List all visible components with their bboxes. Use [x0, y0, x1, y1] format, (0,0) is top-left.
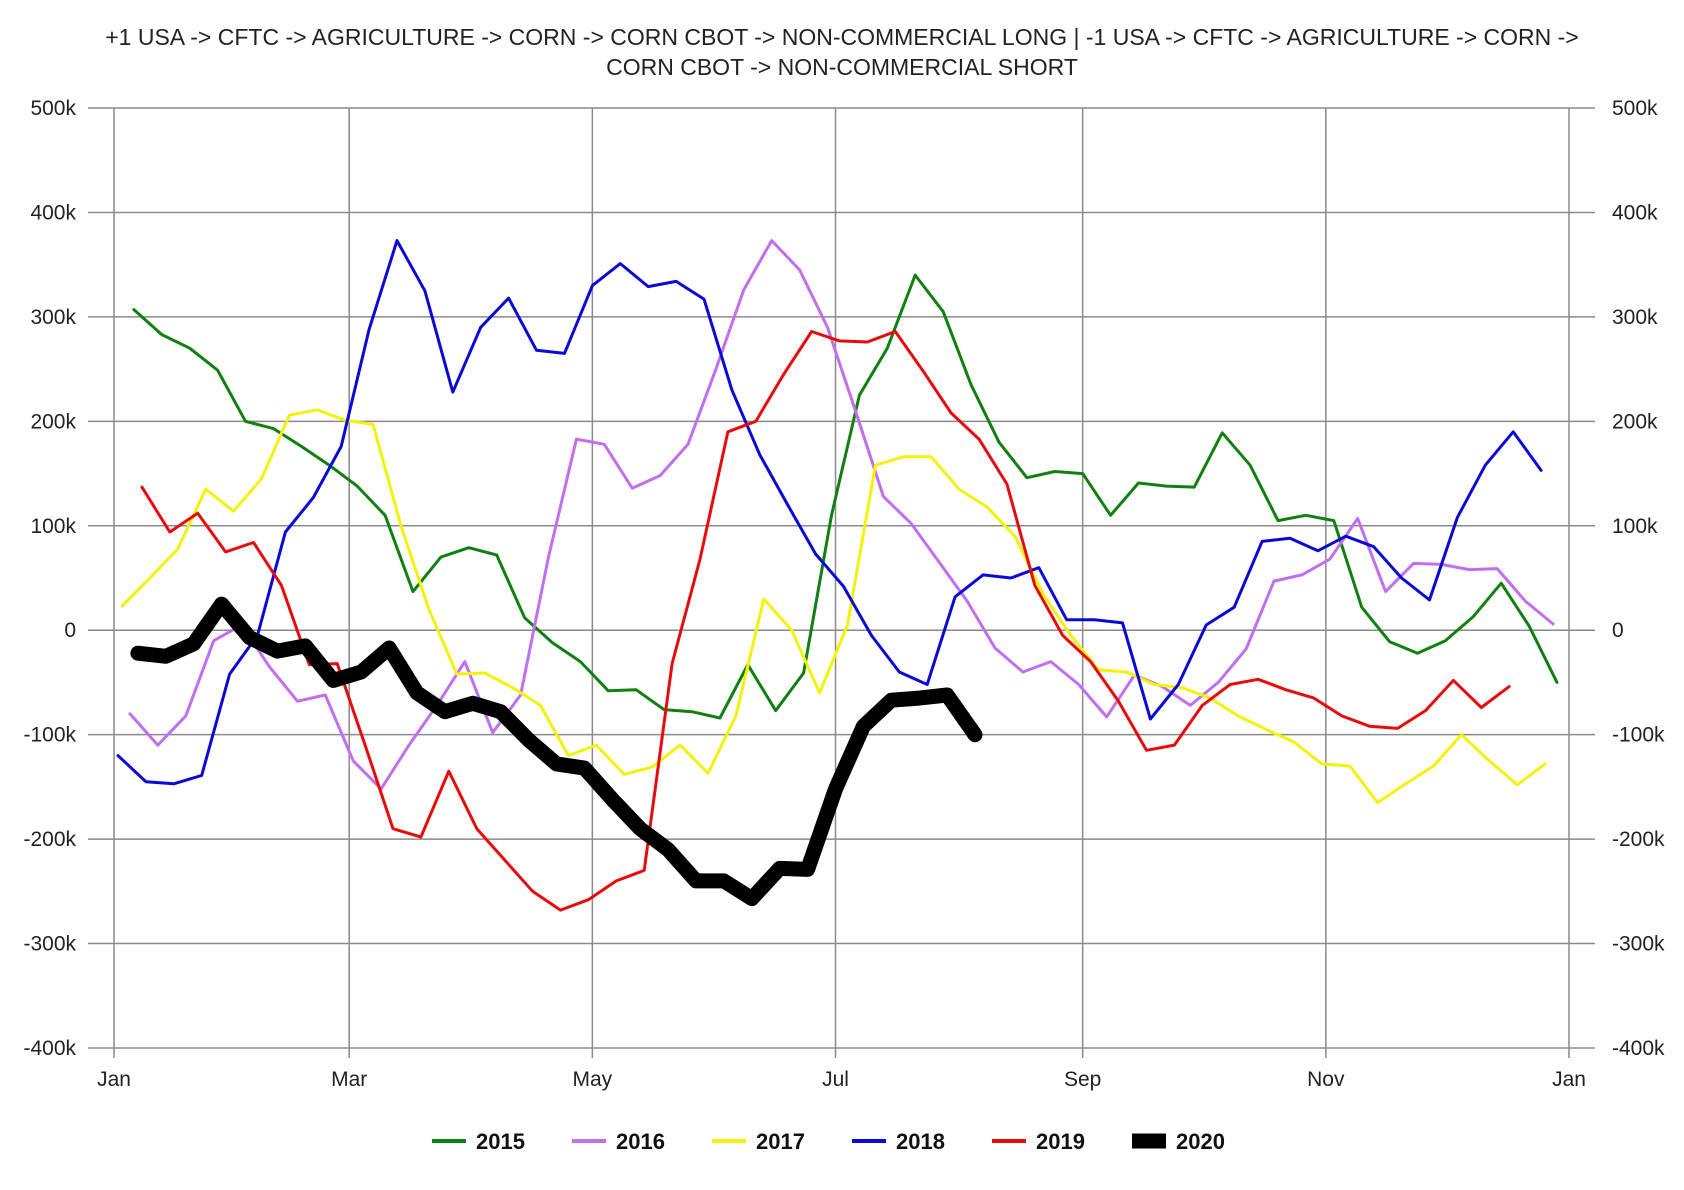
legend-label-2017: 2017	[756, 1129, 805, 1154]
x-tick-label: Jan	[1552, 1068, 1586, 1091]
legend-label-2018: 2018	[896, 1129, 945, 1154]
y-tick-label-right: 100k	[1612, 515, 1658, 538]
series-line-2017	[120, 408, 1547, 805]
y-tick-label-left: 200k	[30, 410, 76, 433]
y-tick-label-right: -300k	[1612, 933, 1665, 956]
chart-title: +1 USA -> CFTC -> AGRICULTURE -> CORN ->…	[0, 22, 1684, 82]
y-tick-label-right: 300k	[1612, 306, 1658, 329]
x-tick-label: Mar	[331, 1068, 367, 1091]
series-line-2016	[128, 239, 1555, 791]
y-tick-label-left: 0	[64, 619, 76, 642]
y-tick-label-left: -100k	[23, 724, 76, 747]
series-layer	[116, 239, 1559, 912]
x-tick-label: Jul	[822, 1068, 849, 1091]
series-line-2019	[140, 330, 1511, 912]
y-tick-label-right: -100k	[1612, 724, 1665, 747]
x-tick-label: May	[573, 1068, 613, 1091]
legend-label-2020: 2020	[1176, 1129, 1225, 1154]
y-tick-label-right: 500k	[1612, 97, 1658, 120]
y-tick-label-right: 200k	[1612, 410, 1658, 433]
y-tick-label-right: 0	[1612, 619, 1624, 642]
x-tick-label: Nov	[1307, 1068, 1345, 1091]
chart-title-line-1: +1 USA -> CFTC -> AGRICULTURE -> CORN ->…	[105, 24, 1579, 50]
legend-label-2019: 2019	[1036, 1129, 1085, 1154]
y-tick-label-right: -200k	[1612, 828, 1665, 851]
legend-label-2016: 2016	[616, 1129, 665, 1154]
series-line-2015	[132, 273, 1559, 720]
y-tick-label-right: -400k	[1612, 1037, 1665, 1060]
x-tick-label: Sep	[1064, 1068, 1101, 1091]
y-tick-label-left: 100k	[30, 515, 76, 538]
series-line-2018	[116, 239, 1543, 786]
y-tick-label-left: -300k	[23, 933, 76, 956]
axis-layer: 500k 500k 400k 400k 300k 300k 200k 200k 100k 100k…	[23, 97, 1665, 1091]
y-tick-label-left: -200k	[23, 828, 76, 851]
series-line-2020	[130, 596, 983, 907]
y-tick-label-left: 400k	[30, 201, 76, 224]
x-tick-label: Jan	[97, 1068, 131, 1091]
chart-title-line-2: CORN CBOT -> NON-COMMERCIAL SHORT	[606, 54, 1078, 80]
grid-layer	[88, 107, 1595, 1058]
legend-label-2015: 2015	[476, 1129, 525, 1154]
y-tick-label-left: 300k	[30, 306, 76, 329]
legend: 2015 2016 2017 2018 2019 2020	[432, 1129, 1225, 1154]
y-tick-label-left: -400k	[23, 1037, 76, 1060]
y-tick-label-right: 400k	[1612, 201, 1658, 224]
y-tick-label-left: 500k	[30, 97, 76, 120]
